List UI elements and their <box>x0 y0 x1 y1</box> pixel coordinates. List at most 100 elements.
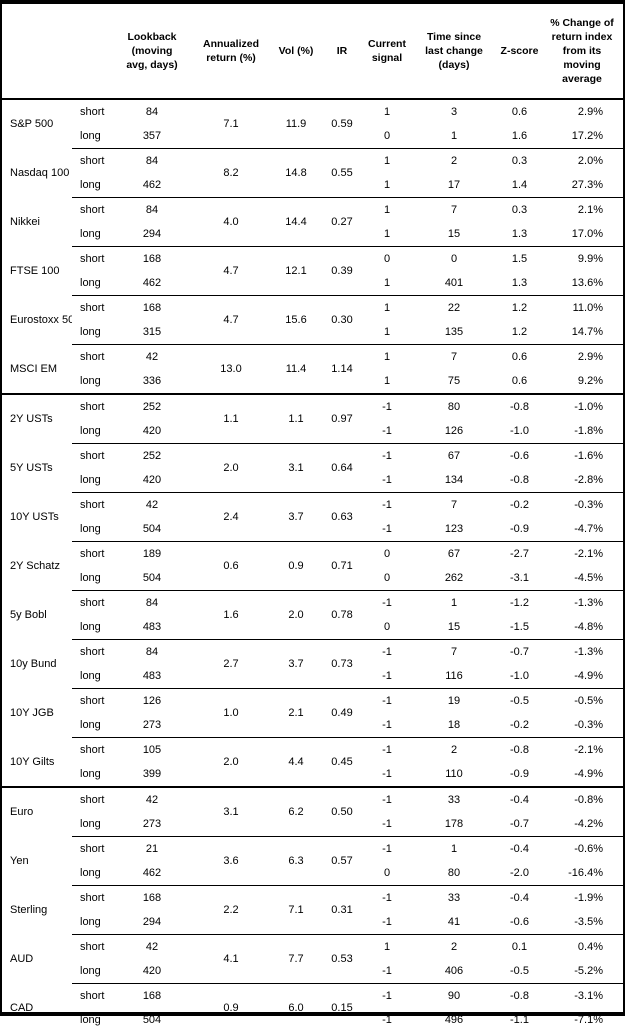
current-signal: 0 <box>364 247 410 272</box>
lookback-value: 84 <box>114 149 190 174</box>
days-since-change: 19 <box>410 689 498 714</box>
days-since-change: 262 <box>410 566 498 591</box>
lookback-value: 294 <box>114 222 190 247</box>
current-signal: -1 <box>364 640 410 665</box>
lookback-value: 462 <box>114 271 190 296</box>
pct-change-value: -16.4% <box>541 861 623 886</box>
days-since-change: 178 <box>410 812 498 837</box>
lookback-value: 84 <box>114 99 190 124</box>
z-score-value: -1.0 <box>498 664 541 689</box>
lookback-value: 84 <box>114 640 190 665</box>
days-since-change: 22 <box>410 296 498 321</box>
lookback-value: 252 <box>114 394 190 419</box>
vol-value: 6.0 <box>272 984 320 1032</box>
horizon-label: long <box>72 812 114 837</box>
annualized-return: 4.1 <box>190 935 272 984</box>
pct-change-value: -0.3% <box>541 713 623 738</box>
header-current-signal: Current signal <box>364 4 410 99</box>
current-signal: 0 <box>364 124 410 149</box>
horizon-label: short <box>72 149 114 174</box>
asset-name: 10Y Gilts <box>2 738 72 788</box>
annualized-return: 4.7 <box>190 247 272 296</box>
current-signal: 1 <box>364 271 410 296</box>
days-since-change: 134 <box>410 468 498 493</box>
header-vol: Vol (%) <box>272 4 320 99</box>
days-since-change: 406 <box>410 959 498 984</box>
vol-value: 11.4 <box>272 345 320 395</box>
current-signal: 1 <box>364 198 410 223</box>
pct-change-value: 13.6% <box>541 271 623 296</box>
current-signal: 0 <box>364 566 410 591</box>
asset-name: Yen <box>2 837 72 886</box>
current-signal: -1 <box>364 444 410 469</box>
asset-name: 2Y Schatz <box>2 542 72 591</box>
current-signal: 1 <box>364 369 410 394</box>
lookback-value: 420 <box>114 419 190 444</box>
pct-change-value: -1.8% <box>541 419 623 444</box>
annualized-return: 0.6 <box>190 542 272 591</box>
horizon-label: long <box>72 517 114 542</box>
horizon-label: short <box>72 591 114 616</box>
horizon-label: short <box>72 935 114 960</box>
asset-name: 10Y USTs <box>2 493 72 542</box>
pct-change-value: -3.5% <box>541 910 623 935</box>
days-since-change: 33 <box>410 886 498 911</box>
current-signal: 0 <box>364 861 410 886</box>
pct-change-value: 2.9% <box>541 99 623 124</box>
asset-name: Eurostoxx 50 <box>2 296 72 345</box>
z-score-value: 1.4 <box>498 173 541 198</box>
lookback-value: 399 <box>114 762 190 787</box>
lookback-value: 294 <box>114 910 190 935</box>
ir-value: 0.31 <box>320 886 364 935</box>
current-signal: -1 <box>364 910 410 935</box>
horizon-label: short <box>72 542 114 567</box>
days-since-change: 67 <box>410 444 498 469</box>
lookback-value: 483 <box>114 615 190 640</box>
lookback-value: 189 <box>114 542 190 567</box>
vol-value: 2.1 <box>272 689 320 738</box>
lookback-value: 168 <box>114 984 190 1009</box>
days-since-change: 2 <box>410 935 498 960</box>
horizon-label: short <box>72 689 114 714</box>
horizon-label: short <box>72 394 114 419</box>
current-signal: -1 <box>364 959 410 984</box>
ir-value: 1.14 <box>320 345 364 395</box>
horizon-label: long <box>72 615 114 640</box>
vol-value: 4.4 <box>272 738 320 788</box>
days-since-change: 123 <box>410 517 498 542</box>
lookback-value: 483 <box>114 664 190 689</box>
horizon-label: short <box>72 886 114 911</box>
header-z-score: Z-score <box>498 4 541 99</box>
lookback-value: 42 <box>114 787 190 812</box>
asset-name: AUD <box>2 935 72 984</box>
days-since-change: 135 <box>410 320 498 345</box>
pct-change-value: 2.0% <box>541 149 623 174</box>
pct-change-value: -4.9% <box>541 664 623 689</box>
vol-value: 1.1 <box>272 394 320 444</box>
pct-change-value: 9.9% <box>541 247 623 272</box>
days-since-change: 1 <box>410 591 498 616</box>
ir-value: 0.53 <box>320 935 364 984</box>
vol-value: 14.4 <box>272 198 320 247</box>
horizon-label: short <box>72 296 114 321</box>
current-signal: -1 <box>364 762 410 787</box>
asset-name: Euro <box>2 787 72 837</box>
lookback-value: 504 <box>114 566 190 591</box>
lookback-value: 42 <box>114 493 190 518</box>
days-since-change: 3 <box>410 99 498 124</box>
ir-value: 0.30 <box>320 296 364 345</box>
horizon-label: short <box>72 984 114 1009</box>
asset-name: 10y Bund <box>2 640 72 689</box>
annualized-return: 2.7 <box>190 640 272 689</box>
current-signal: -1 <box>364 517 410 542</box>
z-score-value: -0.9 <box>498 517 541 542</box>
ir-value: 0.15 <box>320 984 364 1032</box>
z-score-value: 0.1 <box>498 935 541 960</box>
